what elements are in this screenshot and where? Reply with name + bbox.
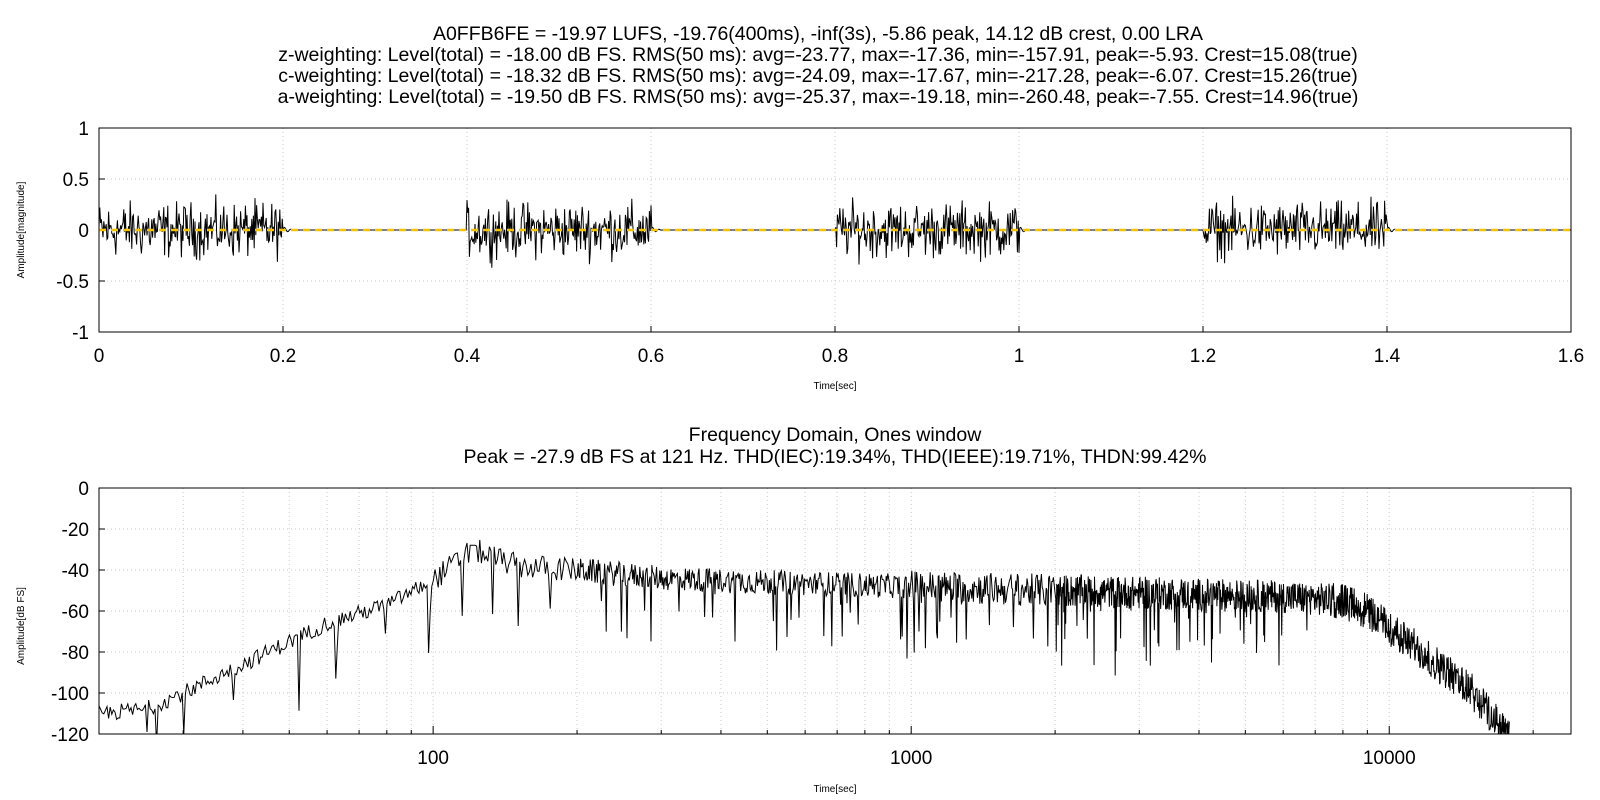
freq-chart-x-axis-label: Time[sec]	[814, 784, 857, 795]
time-chart-title-line-4: a-weighting: Level(total) = -19.50 dB FS…	[278, 86, 1359, 108]
time-x-tick-label: 1	[1014, 346, 1025, 367]
time-x-tick-label: 0	[94, 346, 105, 367]
freq-chart-title-line-2: Peak = -27.9 dB FS at 121 Hz. THD(IEC):1…	[464, 446, 1207, 468]
freq-y-tick-label: -40	[62, 561, 89, 582]
time-chart-title-line-3: c-weighting: Level(total) = -18.32 dB FS…	[278, 65, 1358, 87]
freq-y-tick-label: -120	[51, 725, 89, 746]
time-x-tick-label: 1.2	[1190, 346, 1216, 367]
time-plot-frame	[98, 127, 1572, 333]
time-x-tick-label: 1.6	[1558, 346, 1584, 367]
freq-y-tick-label: -80	[62, 643, 89, 664]
freq-y-tick-label: -100	[51, 684, 89, 705]
time-y-tick-label: 1	[78, 119, 89, 140]
freq-x-tick-label: 10000	[1363, 748, 1416, 769]
freq-x-tick-label: 100	[417, 748, 449, 769]
freq-y-tick-label: -20	[62, 520, 89, 541]
time-x-tick-label: 1.4	[1374, 346, 1401, 367]
freq-y-tick-label: 0	[78, 479, 89, 500]
time-chart-title-line-2: z-weighting: Level(total) = -18.00 dB FS…	[278, 44, 1358, 66]
time-y-tick-label: -0.5	[56, 272, 89, 293]
time-domain-plot: 0 0.2 0.4 0.6 0.8 1 1.2 1.4 1.6 1 0.5 0 -0.5 -1	[56, 119, 1584, 367]
time-x-tick-label: 0.8	[822, 346, 848, 367]
freq-chart-title-line-1: Frequency Domain, Ones window	[689, 424, 983, 446]
time-x-tick-label: 0.2	[270, 346, 296, 367]
time-chart-x-axis-label: Time[sec]	[814, 381, 857, 392]
freq-y-tick-label: -60	[62, 602, 89, 623]
time-y-tick-label: 0	[78, 221, 89, 242]
time-x-tick-label: 0.6	[638, 346, 664, 367]
freq-x-tick-label: 1000	[890, 748, 932, 769]
freq-chart-y-axis-label: Amplitude[dB FS]	[16, 587, 27, 665]
frequency-domain-plot: 100 1000 10000 0 -20 -40 -60 -80 -100 -120	[51, 479, 1572, 769]
time-chart-y-axis-label: Amplitude[magnitude]	[16, 181, 27, 278]
spectrum-series	[99, 539, 1510, 734]
freq-plot-frame	[98, 487, 1572, 735]
time-y-tick-label: 0.5	[63, 170, 89, 191]
time-x-tick-label: 0.4	[454, 346, 481, 367]
time-y-tick-label: -1	[72, 323, 89, 344]
time-chart-title-line-1: A0FFB6FE = -19.97 LUFS, -19.76(400ms), -…	[433, 23, 1203, 45]
